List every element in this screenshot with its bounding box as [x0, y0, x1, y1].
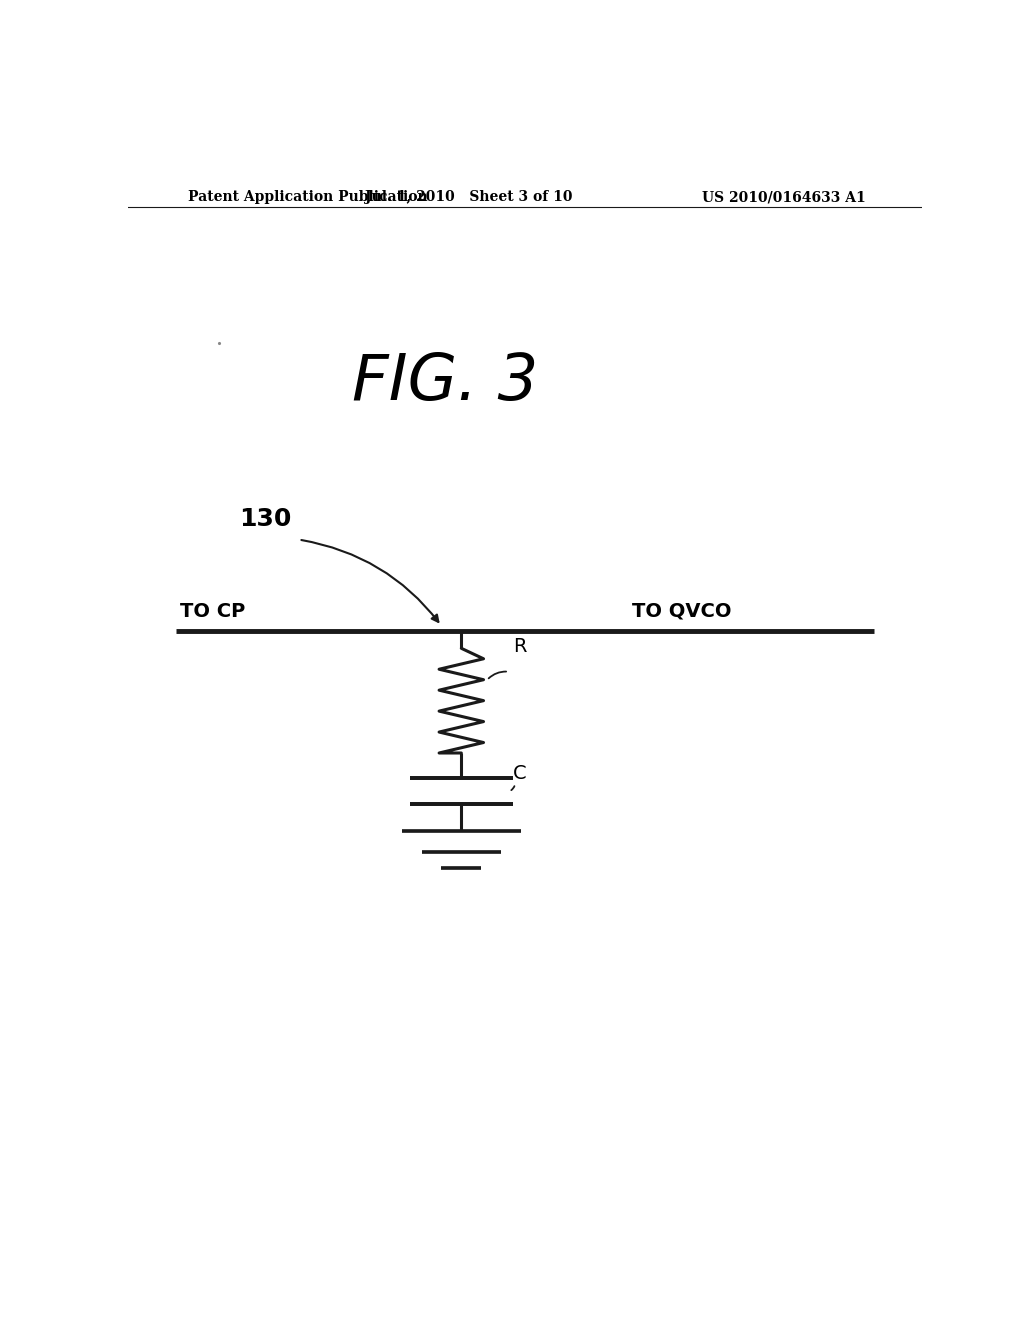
Text: US 2010/0164633 A1: US 2010/0164633 A1	[702, 190, 866, 205]
Text: TO QVCO: TO QVCO	[632, 602, 731, 620]
Text: TO CP: TO CP	[179, 602, 245, 620]
Text: FIG. 3: FIG. 3	[352, 351, 539, 413]
Text: Jul. 1, 2010   Sheet 3 of 10: Jul. 1, 2010 Sheet 3 of 10	[366, 190, 573, 205]
Text: 130: 130	[240, 507, 292, 531]
Text: Patent Application Publication: Patent Application Publication	[187, 190, 427, 205]
Text: C: C	[513, 764, 526, 784]
Text: R: R	[513, 638, 526, 656]
